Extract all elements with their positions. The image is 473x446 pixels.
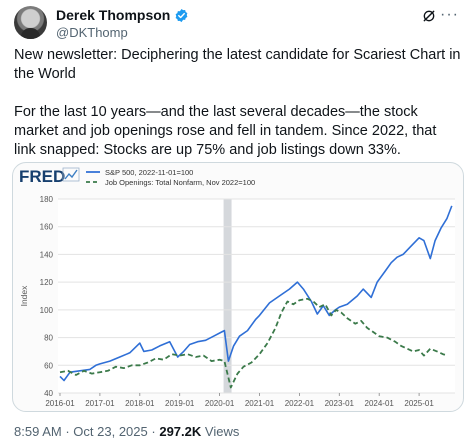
x-tick-label: 2023-01 bbox=[325, 399, 355, 408]
fred-logo: FRED bbox=[19, 167, 65, 186]
verified-badge-icon bbox=[175, 8, 188, 22]
y-tick-label: 60 bbox=[44, 361, 53, 370]
tweet-date[interactable]: Oct 23, 2025 bbox=[73, 424, 148, 439]
plot-area bbox=[58, 199, 455, 393]
y-axis-label: Index bbox=[19, 285, 29, 307]
tweet-paragraph: New newsletter: Deciphering the latest c… bbox=[14, 47, 461, 82]
tweet-meta: 8:59 AM · Oct 23, 2025 · 297.2K Views bbox=[14, 424, 239, 439]
y-tick-label: 160 bbox=[40, 223, 54, 232]
x-tick-label: 2016-01 bbox=[45, 399, 75, 408]
y-tick-label: 80 bbox=[44, 334, 53, 343]
chart-image[interactable]: FRED S&P 500, 2022-11-01=100 Job Openings:… bbox=[12, 162, 464, 412]
y-tick-label: 100 bbox=[40, 306, 54, 315]
x-tick-label: 2019-01 bbox=[165, 399, 195, 408]
y-tick-label: 120 bbox=[40, 278, 54, 287]
x-tick-label: 2022-01 bbox=[285, 399, 315, 408]
x-tick-label: 2018-01 bbox=[125, 399, 155, 408]
legend-entry: S&P 500, 2022-11-01=100 bbox=[105, 168, 193, 177]
y-tick-label: 40 bbox=[44, 389, 53, 398]
meta-separator: · bbox=[65, 424, 70, 439]
author-name[interactable]: Derek Thompson bbox=[56, 7, 171, 23]
x-tick-label: 2017-01 bbox=[85, 399, 115, 408]
x-tick-label: 2020-01 bbox=[205, 399, 235, 408]
tweet-time[interactable]: 8:59 AM bbox=[14, 424, 62, 439]
author-name-row: Derek Thompson bbox=[56, 7, 189, 23]
y-tick-label: 140 bbox=[40, 250, 54, 259]
x-tick-label: 2025-01 bbox=[404, 399, 434, 408]
grok-icon[interactable] bbox=[421, 8, 437, 24]
views-label: Views bbox=[204, 424, 240, 439]
x-tick-label: 2021-01 bbox=[245, 399, 275, 408]
recession-band bbox=[223, 199, 232, 393]
more-icon[interactable]: ··· bbox=[440, 6, 459, 23]
views-count: 297.2K bbox=[159, 424, 202, 439]
y-tick-label: 180 bbox=[40, 195, 54, 204]
fred-chart-icon bbox=[62, 167, 80, 182]
meta-separator: · bbox=[151, 424, 156, 439]
legend-entry: Job Openings: Total Nonfarm, Nov 2022=10… bbox=[105, 178, 255, 187]
author-handle[interactable]: @DKThomp bbox=[56, 25, 128, 40]
tweet-text: New newsletter: Deciphering the latest c… bbox=[14, 46, 462, 179]
tweet-header: Derek Thompson @DKThomp ··· bbox=[14, 6, 459, 40]
avatar[interactable] bbox=[14, 6, 47, 39]
series-line-sp500 bbox=[59, 205, 453, 382]
tweet-paragraph: For the last 10 years—and the last sever… bbox=[14, 104, 437, 158]
x-tick-label: 2024-01 bbox=[365, 399, 395, 408]
